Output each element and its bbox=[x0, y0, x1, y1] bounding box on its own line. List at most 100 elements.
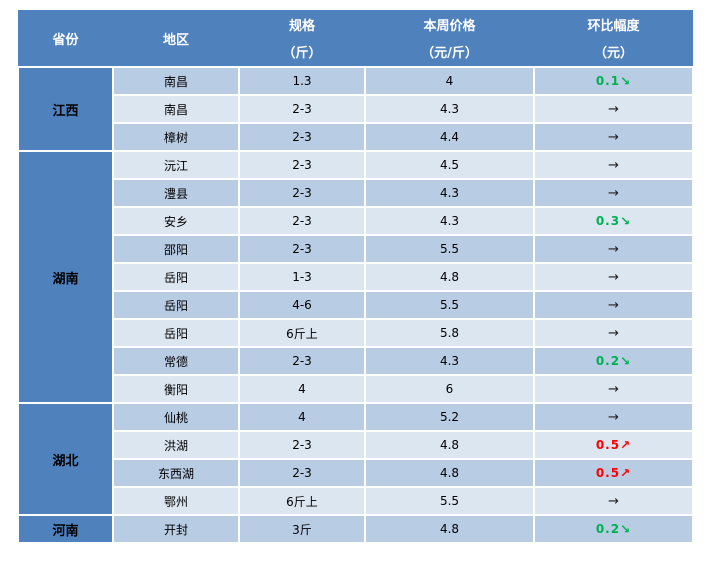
change-cell: → bbox=[533, 402, 694, 432]
header-change-label: 环比幅度 bbox=[587, 19, 640, 34]
trend-flat: → bbox=[608, 242, 619, 257]
change-cell: → bbox=[533, 486, 694, 516]
change-cell: → bbox=[533, 94, 694, 124]
region-cell: 沅江 bbox=[112, 150, 240, 180]
price-cell: 5.5 bbox=[364, 486, 535, 516]
region-cell: 岳阳 bbox=[112, 290, 240, 320]
table-row: 澧县 2-3 4.3 → bbox=[18, 178, 694, 208]
spec-cell: 3斤 bbox=[238, 514, 366, 544]
trend-flat-icon: → bbox=[608, 381, 619, 397]
trend-up-icon: ↗ bbox=[620, 466, 632, 480]
change-cell: 0.2↘ bbox=[533, 514, 694, 544]
price-cell: 5.2 bbox=[364, 402, 535, 432]
region-cell: 仙桃 bbox=[112, 402, 240, 432]
table-row: 岳阳 6斤上 5.8 → bbox=[18, 318, 694, 348]
price-cell: 4.8 bbox=[364, 262, 535, 292]
spec-cell: 1.3 bbox=[238, 66, 366, 96]
change-cell: → bbox=[533, 290, 694, 320]
header-spec-unit: （斤） bbox=[282, 46, 322, 61]
region-cell: 东西湖 bbox=[112, 458, 240, 488]
trend-flat: → bbox=[608, 494, 619, 509]
spec-cell: 2-3 bbox=[238, 178, 366, 208]
change-cell: 0.2↘ bbox=[533, 346, 694, 376]
header-region-label: 地区 bbox=[162, 32, 189, 48]
province-cell: 湖南 bbox=[17, 150, 114, 404]
change-cell: → bbox=[533, 374, 694, 404]
table-row: 鄂州 6斤上 5.5 → bbox=[18, 486, 694, 516]
trend-flat-icon: → bbox=[608, 409, 619, 425]
price-cell: 4.5 bbox=[364, 150, 535, 180]
trend-down-icon: ↘ bbox=[620, 214, 632, 228]
spec-cell: 1-3 bbox=[238, 262, 366, 292]
trend-flat-icon: → bbox=[608, 101, 619, 117]
region-cell: 樟树 bbox=[112, 122, 240, 152]
trend-flat-icon: → bbox=[608, 297, 619, 313]
table-row: 河南 开封 3斤 4.8 0.2↘ bbox=[17, 514, 694, 544]
trend-flat: → bbox=[608, 382, 619, 397]
change-cell: → bbox=[533, 234, 694, 264]
trend-flat-icon: → bbox=[608, 157, 619, 173]
table-body: 江西 南昌 1.3 4 0.1↘ 南昌 2-3 4.3 → 樟树 2-3 4.4 → 湖南 沅江 2-3 4.5… bbox=[17, 66, 694, 544]
change-cell: → bbox=[533, 318, 694, 348]
table-row: 衡阳 4 6 → bbox=[18, 374, 694, 404]
province-cell: 河南 bbox=[17, 514, 114, 544]
change-indicator: 0.1↘ bbox=[596, 74, 631, 88]
table-row: 岳阳 1-3 4.8 → bbox=[18, 262, 694, 292]
change-value: 0.2 bbox=[595, 354, 621, 368]
change-cell: → bbox=[533, 178, 694, 208]
change-indicator: 0.2↘ bbox=[596, 354, 631, 368]
header-row: 省份 地区 规格 （斤） 本周价格 （元/斤） 环比幅度 （元） bbox=[18, 10, 693, 68]
region-cell: 岳阳 bbox=[112, 262, 240, 292]
price-cell: 4.8 bbox=[364, 430, 535, 460]
trend-flat-icon: → bbox=[608, 129, 619, 145]
price-cell: 4 bbox=[364, 66, 535, 96]
region-cell: 开封 bbox=[112, 514, 240, 544]
spec-cell: 6斤上 bbox=[238, 486, 366, 516]
trend-flat: → bbox=[608, 298, 619, 313]
change-cell: 0.5↗ bbox=[533, 458, 694, 488]
spec-cell: 2-3 bbox=[238, 206, 366, 236]
region-cell: 衡阳 bbox=[112, 374, 240, 404]
change-value: 0.1 bbox=[595, 74, 621, 88]
region-cell: 鄂州 bbox=[112, 486, 240, 516]
trend-flat-icon: → bbox=[608, 325, 619, 341]
trend-flat: → bbox=[608, 186, 619, 201]
header-price-label: 本周价格 bbox=[423, 19, 476, 34]
table-row: 湖北 仙桃 4 5.2 → bbox=[17, 402, 694, 516]
trend-flat: → bbox=[608, 410, 619, 425]
region-cell: 常德 bbox=[112, 346, 240, 376]
table-row: 安乡 2-3 4.3 0.3↘ bbox=[18, 206, 694, 236]
header-change: 环比幅度 （元） bbox=[534, 10, 693, 68]
change-cell: 0.5↗ bbox=[533, 430, 694, 460]
header-spec: 规格 （斤） bbox=[239, 10, 365, 68]
price-cell: 4.8 bbox=[364, 458, 535, 488]
price-cell: 5.5 bbox=[364, 234, 535, 264]
spec-cell: 2-3 bbox=[238, 430, 366, 460]
trend-up-icon: ↗ bbox=[620, 438, 632, 452]
trend-flat: → bbox=[608, 130, 619, 145]
trend-down-icon: ↘ bbox=[620, 74, 632, 88]
change-indicator: 0.5↗ bbox=[596, 438, 631, 452]
change-cell: → bbox=[533, 150, 694, 180]
spec-cell: 2-3 bbox=[238, 150, 366, 180]
spec-cell: 2-3 bbox=[238, 346, 366, 376]
trend-down-icon: ↘ bbox=[620, 354, 632, 368]
price-table: 省份 地区 规格 （斤） 本周价格 （元/斤） 环比幅度 （元） 江西 南昌 1.3 4 0.1↘ 南昌… bbox=[17, 10, 694, 544]
table-row: 江西 南昌 1.3 4 0.1↘ bbox=[17, 66, 694, 152]
table-row: 东西湖 2-3 4.8 0.5↗ bbox=[18, 458, 694, 488]
header-province-label: 省份 bbox=[52, 32, 79, 48]
change-cell: → bbox=[533, 262, 694, 292]
price-cell: 4.8 bbox=[364, 514, 535, 544]
header-price: 本周价格 （元/斤） bbox=[365, 10, 534, 68]
change-indicator: 0.5↗ bbox=[596, 466, 631, 480]
trend-flat-icon: → bbox=[608, 269, 619, 285]
change-cell: 0.3↘ bbox=[533, 206, 694, 236]
region-cell: 安乡 bbox=[112, 206, 240, 236]
trend-flat: → bbox=[608, 158, 619, 173]
header-spec-label: 规格 bbox=[288, 19, 315, 34]
trend-flat: → bbox=[608, 102, 619, 117]
spec-cell: 4 bbox=[238, 374, 366, 404]
header-change-unit: （元） bbox=[593, 46, 633, 61]
change-value: 0.5 bbox=[595, 438, 621, 452]
spec-cell: 4 bbox=[238, 402, 366, 432]
